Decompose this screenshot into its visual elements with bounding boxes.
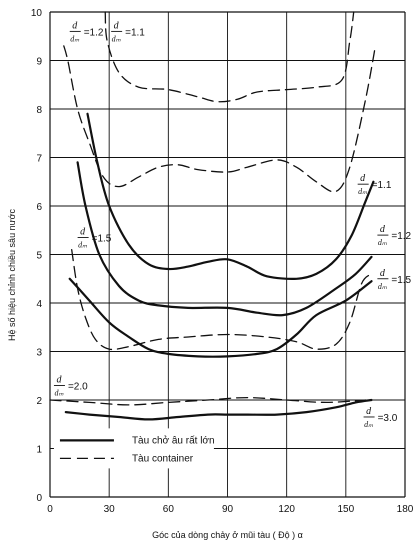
y-tick-label: 0 <box>36 493 42 504</box>
ratio-denominator: dₘ <box>358 187 367 196</box>
ratio-numerator: d <box>56 374 62 385</box>
series-line-dashed-2.0 <box>49 396 367 406</box>
ratio-denominator: dₘ <box>378 282 387 291</box>
ratio-denominator: dₘ <box>78 241 87 250</box>
ratio-label: d dₘ =1.2 <box>377 224 412 247</box>
y-tick-label: 3 <box>36 348 42 359</box>
series-line-dashed-1.2 <box>63 45 377 193</box>
ratio-numerator: d <box>380 268 386 279</box>
legend-box <box>53 428 214 469</box>
ratio-value: =1.2 <box>84 27 104 38</box>
ratio-value: =2.0 <box>68 381 88 392</box>
chart-ticks: 0 30 60 90 120 150 180 0 1 2 3 4 5 6 7 8 9 10 <box>31 8 414 515</box>
ratio-value: =1.2 <box>391 231 411 242</box>
x-axis-label: Góc của dòng chảy ở mũi tàu ( Độ ) α <box>152 530 303 540</box>
ratio-numerator: d <box>360 173 366 184</box>
series-line-solid-1.1 <box>86 112 375 280</box>
ratio-numerator: d <box>80 227 86 238</box>
y-tick-label: 10 <box>31 8 43 19</box>
ratio-label: d dₘ =3.0 <box>363 406 398 429</box>
legend-label: Tàu container <box>132 453 194 464</box>
chart-legend: Tàu chở âu rất lớn Tàu container <box>53 428 215 469</box>
y-tick-label: 1 <box>36 445 42 456</box>
ratio-numerator: d <box>366 406 372 417</box>
ratio-value: =1.5 <box>391 275 411 286</box>
ratio-label: d dₘ =2.0 <box>53 374 88 397</box>
ratio-label: d dₘ =1.2 <box>69 20 104 43</box>
ratio-denominator: dₘ <box>70 34 79 43</box>
ratio-denominator: dₘ <box>54 388 63 397</box>
series-line-solid-1.2 <box>76 161 373 317</box>
ratio-numerator: d <box>380 224 386 235</box>
x-tick-label: 150 <box>337 504 354 515</box>
ratio-denominator: dₘ <box>364 420 373 429</box>
y-tick-label: 6 <box>36 202 42 213</box>
ratio-numerator: d <box>114 20 120 31</box>
ratio-denominator: dₘ <box>112 34 121 43</box>
y-tick-label: 5 <box>36 251 42 262</box>
series-line-solid-1.5 <box>68 277 373 358</box>
chart-annotations: d dₘ =1.2 d dₘ =1.1 d dₘ =1.1 d dₘ =1.2 d dₘ =1.5 d dₘ =1… <box>53 20 412 429</box>
ratio-label: d dₘ =1.5 <box>77 227 112 250</box>
ratio-label: d dₘ =1.5 <box>377 268 412 291</box>
ratio-label: d dₘ =1.1 <box>357 173 392 196</box>
chart-grid <box>49 11 406 498</box>
ratio-value: =3.0 <box>378 413 398 424</box>
ratio-value: =1.5 <box>92 234 112 245</box>
ratio-numerator: d <box>72 20 78 31</box>
y-tick-label: 7 <box>36 154 42 165</box>
x-tick-label: 60 <box>163 504 175 515</box>
x-tick-label: 30 <box>104 504 116 515</box>
ratio-denominator: dₘ <box>378 238 387 247</box>
y-axis-label: Hệ số hiệu chỉnh chiều sâu nước <box>7 209 17 342</box>
ratio-value: =1.1 <box>125 27 145 38</box>
y-tick-label: 4 <box>36 299 42 310</box>
y-tick-label: 2 <box>36 396 42 407</box>
x-tick-label: 120 <box>278 504 295 515</box>
x-tick-label: 0 <box>47 504 53 515</box>
chart-series <box>49 11 377 421</box>
legend-label: Tàu chở âu rất lớn <box>132 434 215 446</box>
x-tick-label: 180 <box>397 504 414 515</box>
series-line-dashed-1.5 <box>71 249 373 351</box>
y-tick-label: 8 <box>36 105 42 116</box>
ratio-label: d dₘ =1.1 <box>111 20 145 43</box>
y-tick-label: 9 <box>36 57 42 68</box>
series-line-dashed-1.1 <box>104 11 355 103</box>
series-line-solid-3.0 <box>64 398 373 421</box>
x-tick-label: 90 <box>222 504 234 515</box>
ratio-value: =1.1 <box>372 180 392 191</box>
